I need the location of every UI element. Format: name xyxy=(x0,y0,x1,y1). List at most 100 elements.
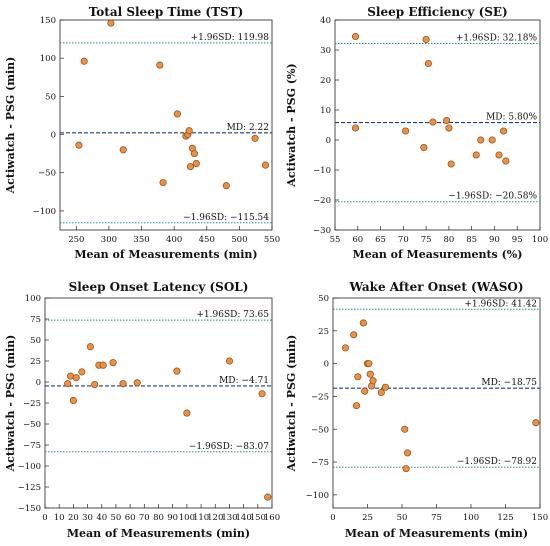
x-tick-label: 100 xyxy=(463,513,479,523)
y-tick-label: 10 xyxy=(320,106,331,116)
x-tick-label: 120 xyxy=(207,513,223,523)
data-point xyxy=(222,182,230,190)
x-tick-label: 400 xyxy=(166,235,182,245)
y-tick-label: −100 xyxy=(33,207,56,217)
x-tick-label: 125 xyxy=(497,513,513,523)
data-point xyxy=(119,146,127,154)
x-tick-label: 75 xyxy=(431,513,442,523)
data-point xyxy=(381,383,389,391)
y-tick-label: 40 xyxy=(320,16,331,26)
data-point xyxy=(64,380,72,388)
y-axis-title: Actiwatch - PSG (min) xyxy=(285,335,298,473)
y-axis-title: Actiwatch - PSG (min) xyxy=(4,57,17,195)
data-point xyxy=(429,118,437,126)
data-point xyxy=(156,61,164,69)
x-tick-label: 50 xyxy=(111,513,122,523)
lower-loa-label: −1.96SD: −83.07 xyxy=(189,442,269,452)
x-tick-label: 20 xyxy=(68,513,79,523)
data-point xyxy=(477,136,485,144)
data-point xyxy=(251,134,259,142)
x-tick-label: 65 xyxy=(375,235,386,245)
x-tick-label: 500 xyxy=(231,235,247,245)
y-tick-label: −30 xyxy=(313,226,331,236)
plot-frame xyxy=(334,19,541,231)
plot-frame xyxy=(332,297,541,509)
y-tick-label: −150 xyxy=(18,504,41,514)
y-axis-title: Actiwatch - PSG (%) xyxy=(285,63,298,187)
x-tick-label: 300 xyxy=(101,235,117,245)
x-axis-title: Mean of Measurements (min) xyxy=(74,248,257,261)
data-point xyxy=(186,163,195,171)
x-tick-label: 100 xyxy=(179,513,195,523)
upper-loa-label: +1.96SD: 32.18% xyxy=(456,33,538,43)
data-point xyxy=(420,143,428,152)
data-point xyxy=(107,19,115,27)
data-point xyxy=(258,390,266,398)
y-tick-label: −50 xyxy=(311,425,329,435)
x-axis-title: Mean of Measurements (%) xyxy=(353,248,523,261)
data-point xyxy=(445,124,453,132)
mean-diff-label: MD: −4.71 xyxy=(219,376,269,386)
panel-3: 0 10 20 30 40 50 60 70 80 90 100110120130140150160… xyxy=(4,280,280,540)
data-point xyxy=(72,374,80,382)
data-point xyxy=(192,160,200,168)
data-point xyxy=(500,127,508,135)
y-tick-label: −10 xyxy=(313,166,331,176)
x-axis-title: Mean of Measurements (min) xyxy=(67,527,250,540)
y-tick-label: −125 xyxy=(18,483,41,493)
y-tick-label: 0 xyxy=(36,378,41,388)
data-point xyxy=(359,319,367,327)
y-tick-label: −100 xyxy=(18,462,41,472)
y-tick-label: 20 xyxy=(320,76,331,86)
data-point xyxy=(69,396,77,405)
data-point xyxy=(225,357,233,365)
data-point xyxy=(401,425,409,433)
lower-loa-label: −1.96SD: −115.54 xyxy=(183,213,269,223)
data-point xyxy=(502,157,510,165)
data-point xyxy=(447,160,455,168)
x-tick-label: 550 xyxy=(264,235,280,245)
y-tick-label: 0 xyxy=(326,136,331,146)
x-tick-label: 40 xyxy=(96,513,107,523)
lower-loa-label: −1.96SD: −20.58% xyxy=(448,192,537,202)
chart-title: Sleep Onset Latency (SOL) xyxy=(69,280,249,294)
x-tick-label: 350 xyxy=(133,235,149,245)
y-tick-label: 30 xyxy=(320,46,331,56)
x-tick-label: 90 xyxy=(489,235,500,245)
x-tick-label: 90 xyxy=(167,513,178,523)
data-point xyxy=(159,179,167,187)
x-tick-label: 80 xyxy=(443,235,454,245)
x-tick-label: 30 xyxy=(82,513,93,523)
x-tick-label: 85 xyxy=(466,235,477,245)
data-point xyxy=(341,344,349,352)
x-tick-label: 60 xyxy=(352,235,363,245)
data-point xyxy=(377,388,385,397)
chart-title: Total Sleep Time (TST) xyxy=(89,5,244,19)
x-tick-label: 95 xyxy=(512,235,523,245)
data-point xyxy=(365,360,373,368)
data-point xyxy=(91,380,99,389)
y-tick-label: 50 xyxy=(30,336,41,346)
panel-2: 55 60 65 70 75 80 85 90 95 100 −30 −20 −10 0 10 20 30 40 +… xyxy=(285,5,548,261)
data-point xyxy=(354,373,362,381)
data-point xyxy=(352,402,361,410)
y-tick-label: 50 xyxy=(45,92,56,102)
data-point xyxy=(402,127,410,135)
mean-diff-label: MD: 5.80% xyxy=(486,113,537,123)
chart-title: Sleep Efficiency (SE) xyxy=(367,5,507,19)
x-tick-label: 25 xyxy=(362,513,373,523)
data-point xyxy=(99,361,107,369)
data-point xyxy=(264,493,272,501)
x-tick-label: 50 xyxy=(397,513,408,523)
data-point xyxy=(369,377,377,385)
data-point xyxy=(86,343,94,351)
x-axis-title: Mean of Measurements (min) xyxy=(345,527,528,540)
y-tick-label: 75 xyxy=(30,315,41,325)
y-tick-label: 25 xyxy=(30,357,41,367)
y-tick-label: −75 xyxy=(23,441,41,451)
data-point xyxy=(422,35,430,44)
y-tick-label: −50 xyxy=(38,169,56,179)
y-tick-label: 100 xyxy=(25,294,41,304)
upper-loa-label: +1.96SD: 41.42 xyxy=(464,299,537,309)
